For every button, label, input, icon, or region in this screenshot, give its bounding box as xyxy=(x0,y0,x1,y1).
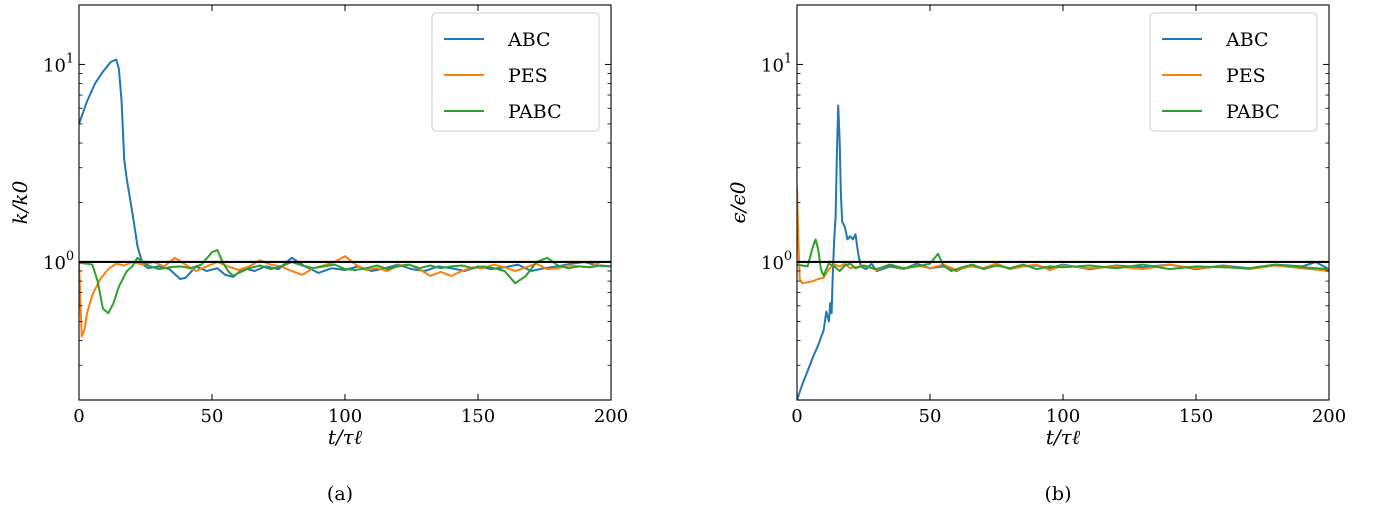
x-axis-label: t/τℓ xyxy=(1046,425,1081,449)
legend-box xyxy=(1149,12,1318,132)
legend-label-pabc: PABC xyxy=(1226,101,1280,123)
panel-caption: (a) xyxy=(327,483,353,505)
x-tick-label: 200 xyxy=(594,406,628,427)
x-tick-label: 150 xyxy=(461,406,495,427)
chart-panel-2: 0 50 100 150 200 100 101 t/τℓ ϵ/ϵ0 ABC PES PABC (b) xyxy=(726,4,1346,505)
legend-label-pabc: PABC xyxy=(508,101,562,123)
chart-panel-1: 0 50 100 150 200 100 101 t/τℓ k/k0 ABC PES PABC (a) xyxy=(8,4,628,505)
legend: ABC PES PABC xyxy=(1149,12,1318,132)
y-tick-label: 100 xyxy=(43,249,74,274)
x-tick-label: 100 xyxy=(328,406,362,427)
x-tick-label: 150 xyxy=(1179,406,1213,427)
y-tick-label: 101 xyxy=(761,51,792,76)
x-tick-label: 0 xyxy=(791,406,802,427)
x-axis-label: t/τℓ xyxy=(328,425,363,449)
y-tick-exponent: 1 xyxy=(66,51,74,66)
x-tick-label: 200 xyxy=(1312,406,1346,427)
y-tick-exponent: 1 xyxy=(784,51,792,66)
y-axis-label: k/k0 xyxy=(8,180,32,224)
legend: ABC PES PABC xyxy=(431,12,600,132)
panel-caption: (b) xyxy=(1045,483,1072,505)
x-tick-label: 50 xyxy=(919,406,942,427)
legend-box xyxy=(431,12,600,132)
y-tick-label: 100 xyxy=(761,249,792,274)
legend-label-abc: ABC xyxy=(1225,29,1269,51)
series-line-pabc xyxy=(797,238,1329,277)
legend-label-abc: ABC xyxy=(507,29,551,51)
legend-label-pes: PES xyxy=(1226,65,1266,87)
y-axis-label: ϵ/ϵ0 xyxy=(726,181,750,223)
y-tick-label: 101 xyxy=(43,51,74,76)
series-line-abc xyxy=(797,104,1329,400)
y-tick-exponent: 0 xyxy=(784,249,792,264)
legend-label-pes: PES xyxy=(508,65,548,87)
y-tick-exponent: 0 xyxy=(66,249,74,264)
x-tick-label: 50 xyxy=(201,406,224,427)
x-tick-label: 100 xyxy=(1046,406,1080,427)
series-line-pabc xyxy=(79,249,611,315)
x-tick-label: 0 xyxy=(73,406,84,427)
